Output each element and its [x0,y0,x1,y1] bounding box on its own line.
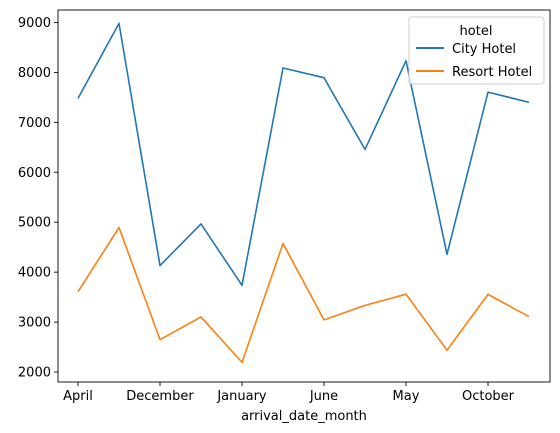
x-tick-label: January [216,389,267,404]
x-tick-label: June [309,389,338,404]
legend: hotel City Hotel Resort Hotel [408,16,545,85]
legend-label-city-hotel: City Hotel [452,42,516,57]
y-tick-label: 8000 [18,66,51,81]
legend-title: hotel [460,24,493,39]
x-axis-label: arrival_date_month [241,409,367,424]
axes-layer: 2000 3000 4000 5000 6000 7000 8000 9000 April Dec… [18,9,551,404]
plot-frame [57,9,551,383]
series-layer [77,22,530,364]
series-line-resort-hotel [77,226,530,364]
x-tick-label: May [393,389,420,404]
x-tick-label: December [126,389,194,404]
legend-box [408,16,545,85]
legend-label-resort-hotel: Resort Hotel [452,65,532,80]
y-tick-label: 9000 [18,16,51,31]
y-tick-label: 6000 [18,166,51,181]
y-tick-label: 3000 [18,316,51,331]
y-tick-label: 5000 [18,216,51,231]
x-tick-label: April [63,389,93,404]
y-tick-label: 4000 [18,266,51,281]
y-tick-label: 2000 [18,366,51,381]
x-tick-label: October [462,389,515,404]
series-line-city-hotel [77,22,530,287]
y-tick-label: 7000 [18,116,51,131]
